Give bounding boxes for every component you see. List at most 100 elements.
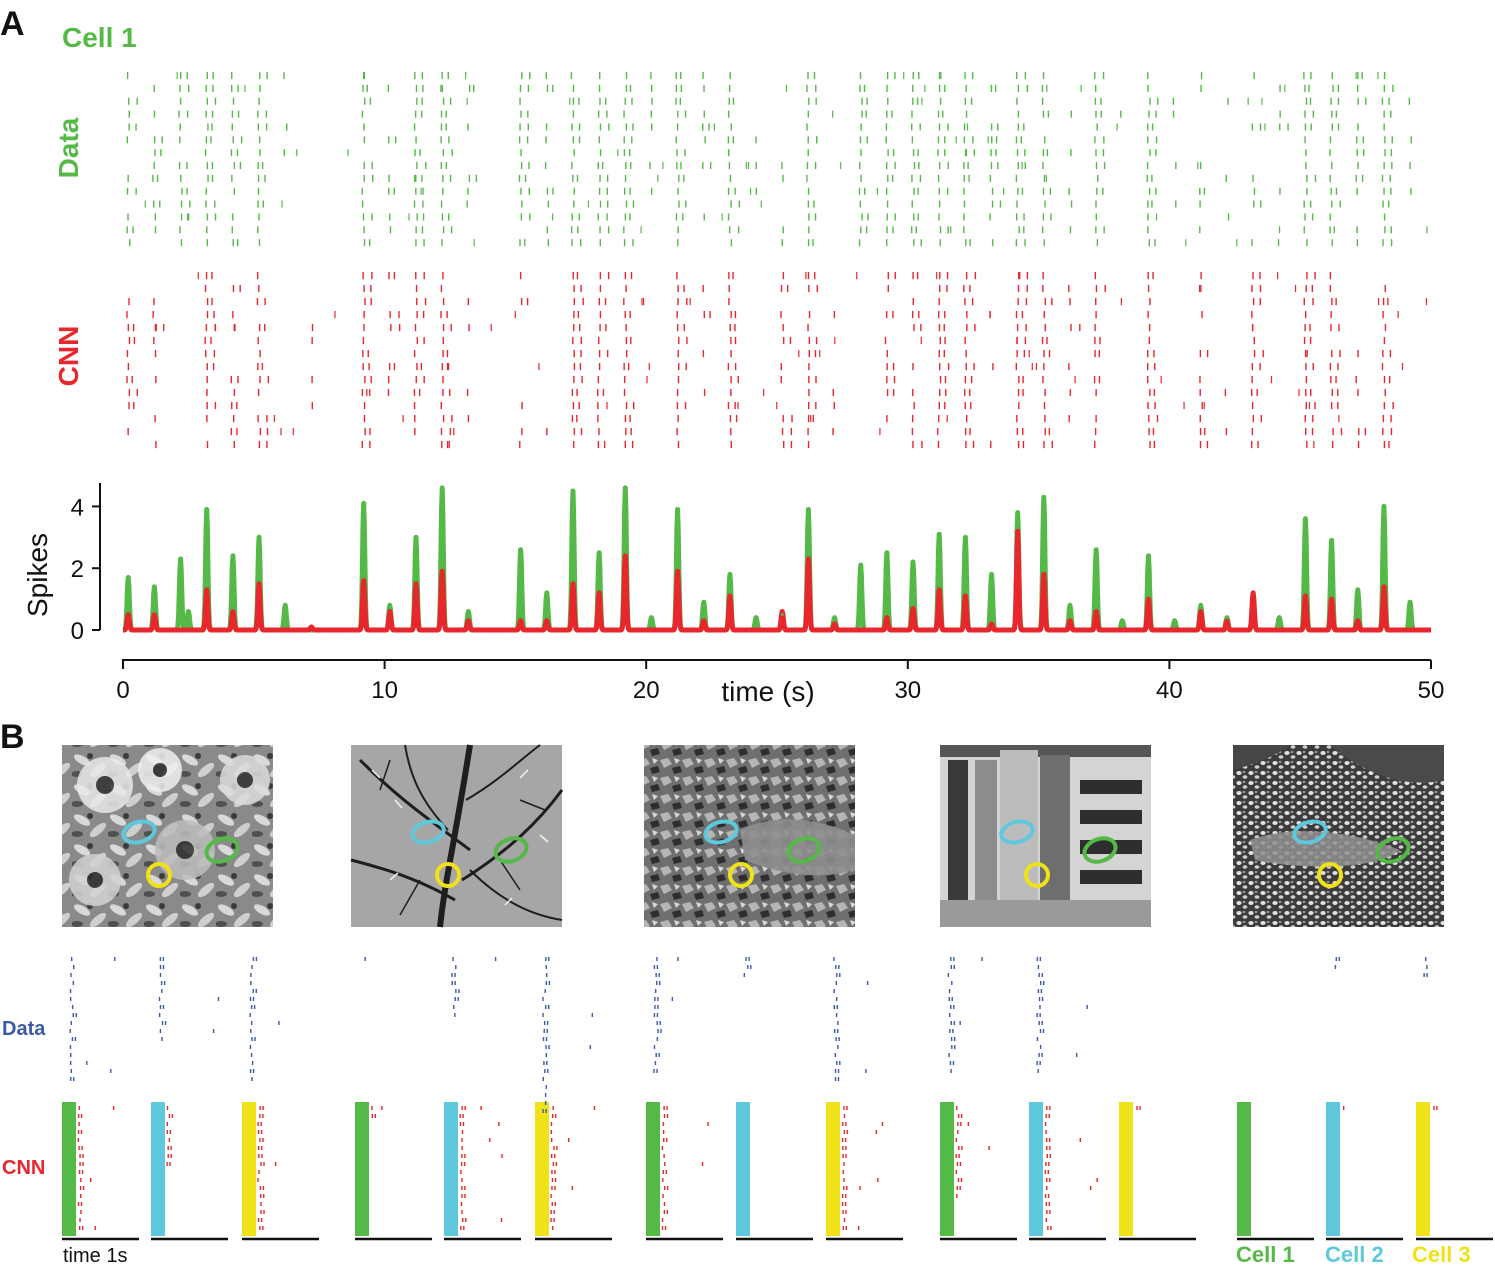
peak-point-data [414, 535, 418, 539]
cnn-row-label-b: CNN [2, 1157, 45, 1179]
cnn-onset-bars [62, 1102, 1430, 1236]
peak-point-cnn [309, 625, 313, 629]
y-tick-label: 2 [71, 556, 84, 583]
peak-point-data [231, 554, 235, 558]
cell-2-rf-marker [121, 819, 157, 845]
peak-point-data [1277, 616, 1281, 620]
stimulus-response-rasters [69, 957, 1438, 1230]
peak-point-cnn [440, 569, 444, 573]
peak-point-cnn [126, 613, 130, 617]
peak-point-data [623, 486, 627, 490]
peak-point-cnn [571, 582, 575, 586]
peak-point-data [780, 613, 784, 617]
peak-point-data [362, 501, 366, 505]
y-tick-label: 0 [71, 618, 84, 645]
peak-point-data [1120, 619, 1124, 623]
peak-point-data [885, 551, 889, 555]
cnn-onset-bar [1119, 1102, 1133, 1236]
legend-cell-1: Cell 1 [1236, 1242, 1295, 1267]
peak-point-data [1068, 603, 1072, 607]
cell-1-rf-marker [1375, 836, 1411, 864]
peak-point-cnn [362, 579, 366, 583]
cnn-onset-bar [1237, 1102, 1251, 1236]
stimulus-image-rocky-ground [644, 745, 855, 927]
peak-point-cnn [990, 622, 994, 626]
cell-3-rf-marker [146, 862, 172, 888]
x-tick-label: 50 [1418, 677, 1445, 704]
peak-point-data [1382, 504, 1386, 508]
peak-point-data [205, 508, 209, 512]
peak-point-data [1330, 538, 1334, 542]
x-tick-label: 30 [894, 677, 921, 704]
x-axis-title: time (s) [721, 676, 814, 707]
x-tick-label: 40 [1156, 677, 1183, 704]
peak-point-cnn [806, 557, 810, 561]
cnn-onset-bar [1326, 1102, 1340, 1236]
peak-point-data [257, 535, 261, 539]
peak-point-cnn [1146, 597, 1150, 601]
x-tick-label: 0 [116, 677, 129, 704]
panel-b-letter: B [0, 718, 25, 756]
cnn-onset-bar [826, 1102, 840, 1236]
peak-point-data [388, 603, 392, 607]
cnn-onset-bar [444, 1102, 458, 1236]
peak-point-data [186, 609, 190, 613]
peak-point-data [963, 535, 967, 539]
peak-point-cnn [257, 582, 261, 586]
peak-point-cnn [1225, 619, 1229, 623]
peak-point-cnn [676, 569, 680, 573]
cnn-onset-bar [355, 1102, 369, 1236]
stimulus-image-flowers [62, 745, 273, 927]
peak-point-data [911, 560, 915, 564]
peak-point-cnn [1199, 609, 1203, 613]
peak-point-cnn [231, 609, 235, 613]
peak-point-data [283, 603, 287, 607]
peak-point-data [649, 616, 653, 620]
peak-point-data [466, 609, 470, 613]
peak-point-data [1408, 600, 1412, 604]
peak-point-data [937, 532, 941, 536]
peak-point-cnn [414, 582, 418, 586]
peak-point-data [1173, 619, 1177, 623]
cnn-onset-bar [940, 1102, 954, 1236]
peak-point-data [859, 563, 863, 567]
series-line-data [121, 485, 1433, 633]
peak-point-cnn [1016, 529, 1020, 533]
legend-cell-2: Cell 2 [1325, 1242, 1384, 1267]
peak-point-cnn [702, 619, 706, 623]
peak-point-data [833, 616, 837, 620]
peak-point-data [179, 557, 183, 561]
data-raster [126, 72, 1428, 247]
peak-point-data [990, 572, 994, 576]
peak-point-cnn [728, 594, 732, 598]
peak-point-data [676, 508, 680, 512]
psth-chart: 0 2 4 0 10 20 30 40 50 time (s) Spikes [22, 483, 1444, 707]
peak-point-data [597, 551, 601, 555]
peak-point-cnn [1382, 585, 1386, 589]
y-axis-title: Spikes [22, 533, 53, 617]
stimulus-image-pebbles [1233, 745, 1444, 927]
cell-3-rf-marker [728, 862, 754, 888]
peak-point-data [440, 486, 444, 490]
data-row-label: Data [53, 117, 84, 178]
peak-point-cnn [1251, 591, 1255, 595]
peak-point-cnn [519, 619, 523, 623]
peak-point-cnn [1330, 597, 1334, 601]
cnn-raster [126, 272, 1428, 449]
peak-point-cnn [1068, 619, 1072, 623]
cell-title: Cell 1 [62, 22, 137, 53]
peak-point-cnn [833, 622, 837, 626]
series-line-cnn [121, 528, 1433, 633]
cnn-onset-bar [646, 1102, 660, 1236]
peak-point-data [702, 600, 706, 604]
cell-3-rf-marker [1317, 862, 1343, 888]
cnn-onset-bar [1416, 1102, 1430, 1236]
cnn-onset-bar [1029, 1102, 1043, 1236]
peak-point-data [728, 572, 732, 576]
peak-point-data [1042, 495, 1046, 499]
receptive-field-markers [121, 819, 1411, 888]
time-scale-label: time 1s [63, 1245, 127, 1267]
peak-point-data [754, 616, 758, 620]
cell-2-rf-marker [999, 819, 1035, 845]
